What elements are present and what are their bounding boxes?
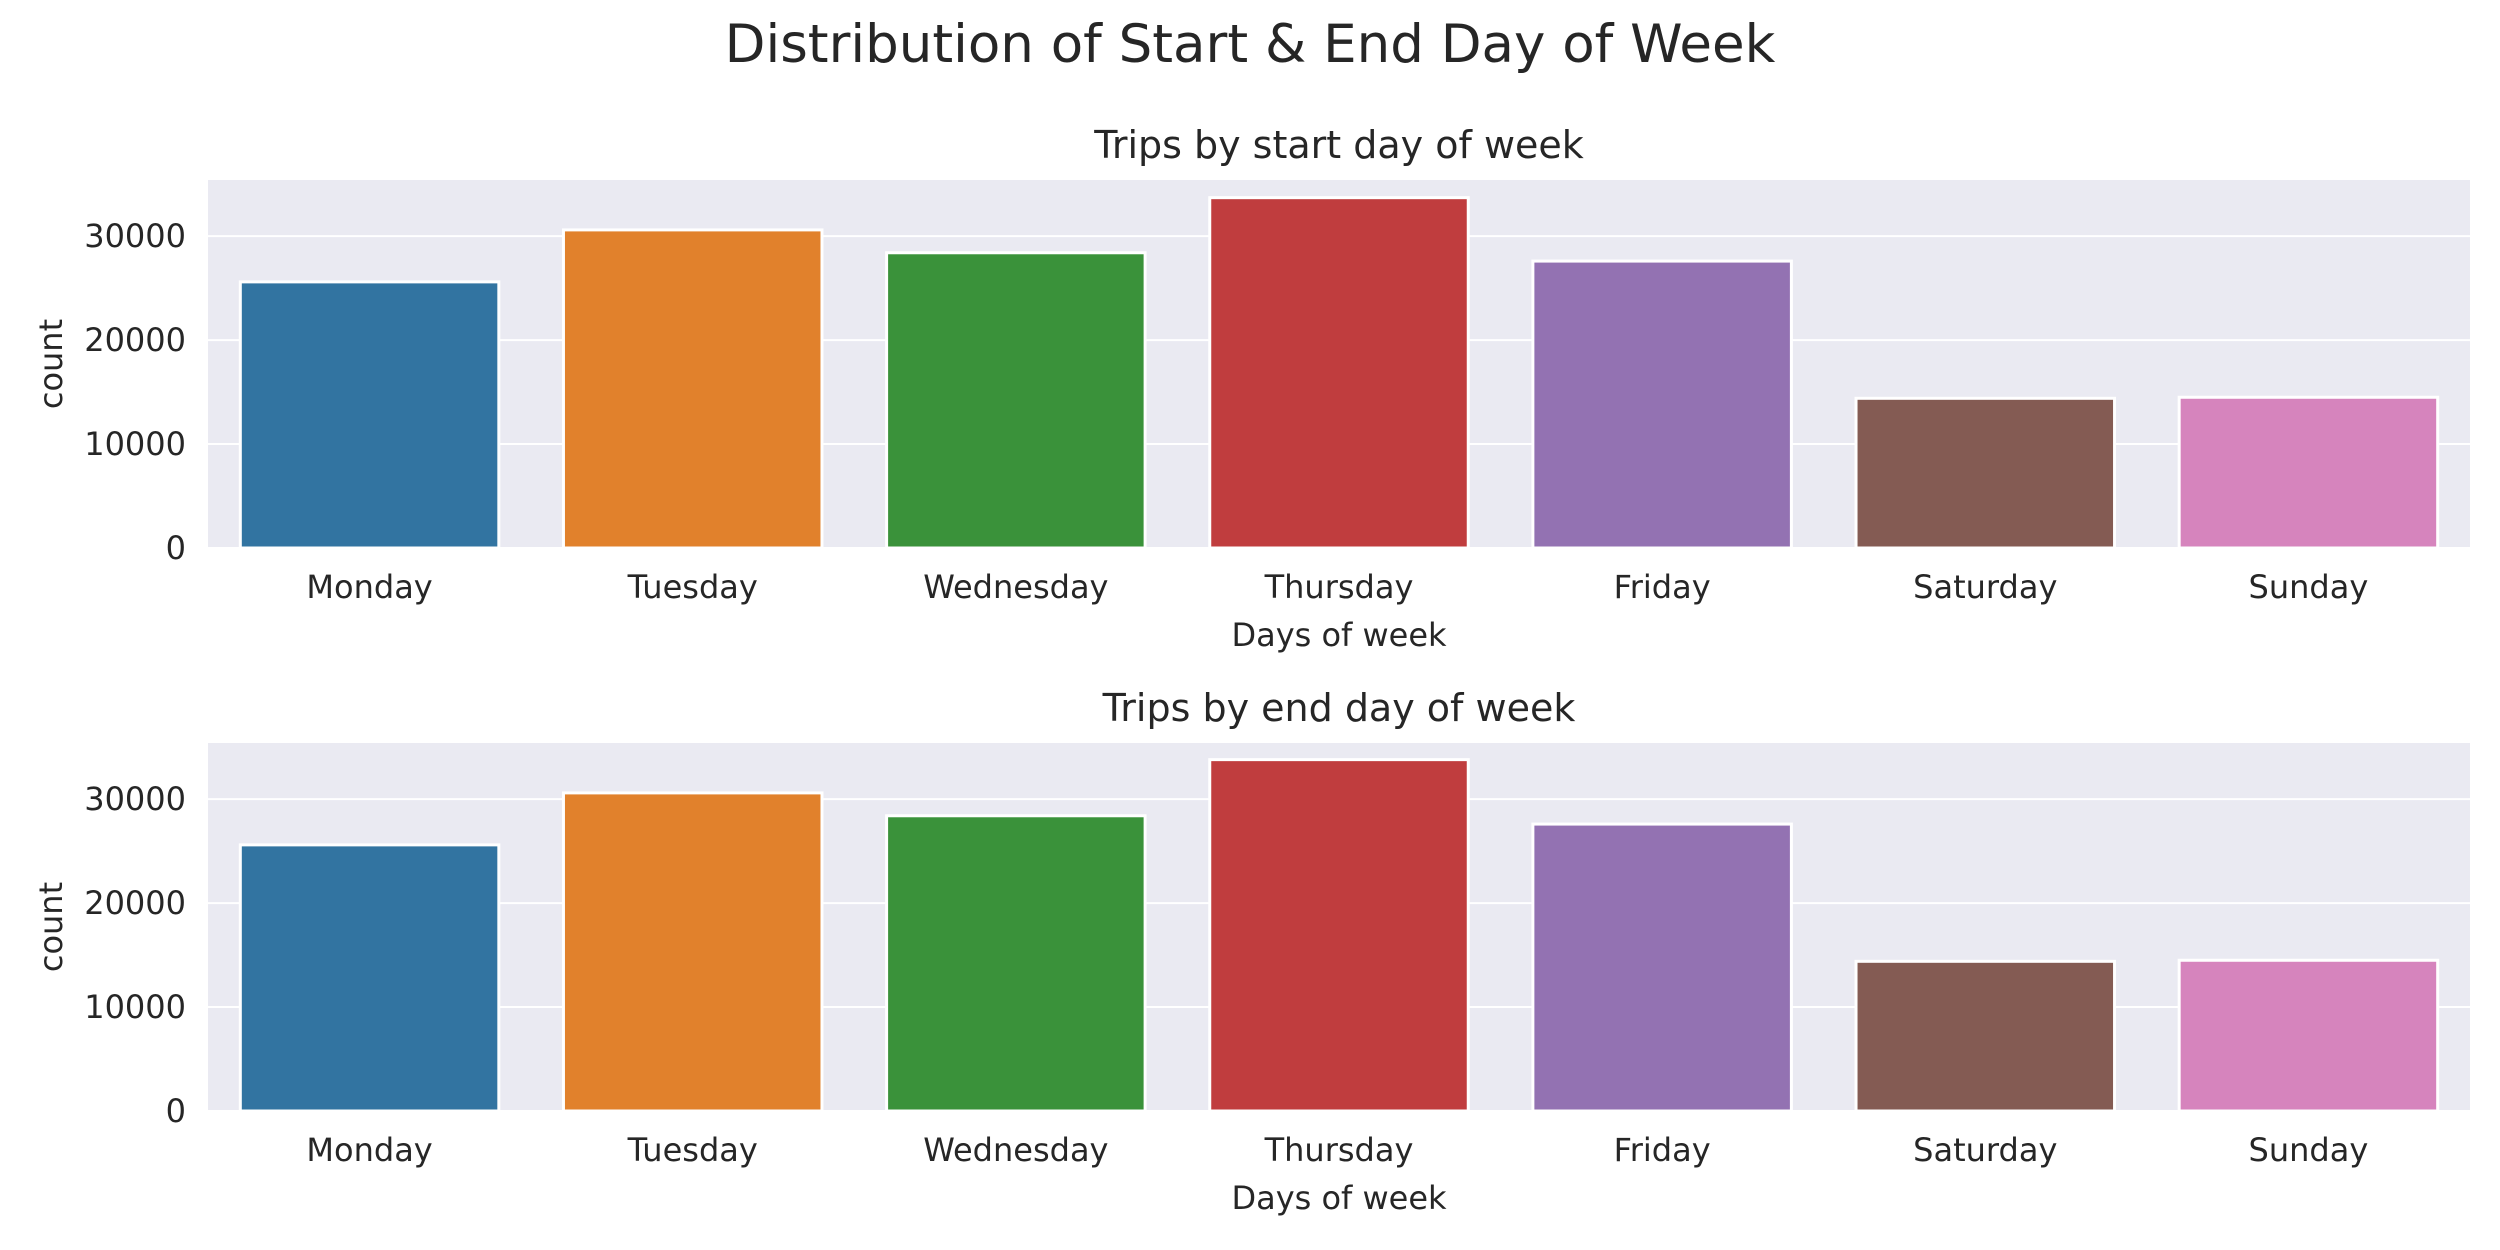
y-tick-label: 10000 [84, 425, 186, 463]
y-tick-label: 30000 [84, 217, 186, 255]
bar-friday [1531, 259, 1793, 550]
bar-monday [238, 280, 501, 550]
x-tick-label: Friday [1614, 1131, 1711, 1169]
x-tick-label: Sunday [2249, 1131, 2369, 1169]
x-tick-label: Wednesday [923, 568, 1108, 606]
chart-title: Trips by start day of week [1093, 123, 1584, 167]
x-tick-label: Saturday [1913, 568, 2057, 606]
x-axis-label: Days of week [1231, 1179, 1447, 1217]
y-tick-label: 20000 [84, 321, 186, 359]
bar-sunday [2177, 395, 2440, 550]
y-tick-label: 30000 [84, 780, 186, 818]
bar-tuesday [561, 228, 824, 550]
bar-thursday [1208, 758, 1470, 1113]
bar-tuesday [561, 791, 824, 1113]
x-tick-label: Wednesday [923, 1131, 1108, 1169]
x-axis-label: Days of week [1231, 616, 1447, 654]
y-axis-label: count [32, 882, 70, 972]
y-tick-label: 0 [166, 1092, 186, 1130]
bar-wednesday [885, 814, 1147, 1113]
x-tick-label: Monday [306, 1131, 432, 1169]
x-tick-label: Monday [306, 568, 432, 606]
bar-sunday [2177, 958, 2440, 1113]
y-tick-label: 0 [166, 529, 186, 567]
x-tick-label: Saturday [1913, 1131, 2057, 1169]
y-axis-label: count [32, 319, 70, 409]
bar-saturday [1854, 959, 2117, 1113]
chart-title: Trips by end day of week [1102, 686, 1576, 730]
y-tick-label: 10000 [84, 988, 186, 1026]
x-tick-label: Thursday [1264, 568, 1414, 606]
x-tick-label: Sunday [2249, 568, 2369, 606]
x-tick-label: Tuesday [627, 1131, 758, 1169]
bar-thursday [1208, 196, 1470, 550]
figure-title: Distribution of Start & End Day of Week [724, 14, 1776, 75]
x-tick-label: Thursday [1264, 1131, 1414, 1169]
y-tick-label: 20000 [84, 884, 186, 922]
bar-saturday [1854, 396, 2117, 550]
bar-wednesday [885, 251, 1147, 550]
bar-friday [1531, 822, 1793, 1113]
x-tick-label: Friday [1614, 568, 1711, 606]
x-tick-label: Tuesday [627, 568, 758, 606]
bar-monday [238, 843, 501, 1113]
